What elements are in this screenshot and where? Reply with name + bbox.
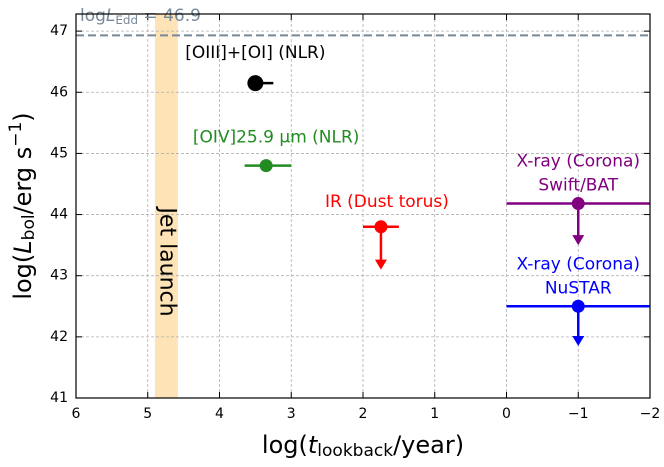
label-part: ) <box>9 112 37 121</box>
x-tick-label: −1 <box>568 406 589 422</box>
y-tick-label: 47 <box>50 23 68 39</box>
x-tick-label: −2 <box>640 406 661 422</box>
label-part: /year) <box>393 431 464 459</box>
label-part: log( <box>9 254 37 300</box>
y-tick-label: 44 <box>50 207 68 223</box>
y-tick-label: 45 <box>50 145 68 161</box>
y-axis-label: log(Lbol/erg s−1) <box>6 112 39 299</box>
point-label: [OIV]25.9 μm (NLR) <box>193 128 360 148</box>
label-part: = 46.9 <box>138 6 201 26</box>
label-part: log <box>80 6 106 26</box>
point-label: X-ray (Corona) <box>516 152 640 172</box>
x-tick-label: 6 <box>72 406 81 422</box>
upper-limit-arrow <box>572 235 585 246</box>
label-part: Edd <box>115 13 138 27</box>
upper-limit-arrow <box>572 336 585 347</box>
point <box>571 197 585 211</box>
x-tick-label: 1 <box>430 406 439 422</box>
band-label: Jet launch <box>154 205 179 316</box>
point-label: IR (Dust torus) <box>325 192 449 212</box>
y-tick-label: 46 <box>50 84 68 100</box>
label-part: L <box>9 240 37 253</box>
point <box>571 299 585 313</box>
upper-limit-arrow <box>374 259 387 270</box>
edd-label: logLEdd = 46.9 <box>80 6 201 27</box>
label-part: lookback <box>317 441 393 461</box>
point-label: NuSTAR <box>545 278 612 298</box>
x-tick-label: 3 <box>287 406 296 422</box>
label-part: log( <box>262 431 308 459</box>
jet-band <box>154 14 178 398</box>
label-part: −1 <box>6 122 26 147</box>
point-label: X-ray (Corona) <box>516 254 640 274</box>
y-tick-label: 42 <box>50 329 68 345</box>
y-tick-label: 41 <box>50 390 68 406</box>
x-axis-label: log(tlookback/year) <box>262 431 464 461</box>
point <box>247 75 264 92</box>
y-tick-label: 43 <box>50 268 68 284</box>
x-tick-label: 5 <box>143 406 152 422</box>
label-part: /erg s <box>9 147 37 215</box>
point-label: [OIII]+[OI] (NLR) <box>185 43 325 63</box>
point <box>374 220 388 234</box>
point-label: Swift/BAT <box>538 176 618 196</box>
label-part: t <box>308 431 319 459</box>
point <box>259 159 273 173</box>
x-tick-label: 0 <box>502 406 511 422</box>
plot-frame <box>75 13 651 399</box>
x-tick-label: 4 <box>215 406 224 422</box>
x-tick-label: 2 <box>359 406 368 422</box>
label-part: bol <box>19 214 39 240</box>
label-part: L <box>106 6 115 26</box>
